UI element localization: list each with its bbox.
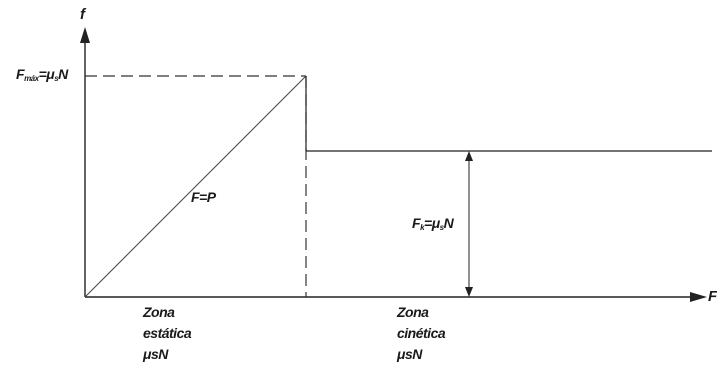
- x-axis-arrowhead: [690, 292, 707, 302]
- fk-arrowhead-bottom: [465, 287, 473, 297]
- static-friction-line: [84, 75, 307, 298]
- fk-label: Fk=μsN: [412, 215, 454, 232]
- fk-eq: =μ: [424, 215, 440, 231]
- y-axis-arrowhead: [80, 27, 90, 43]
- kinetic-zone-line2: cinética: [397, 325, 446, 341]
- fmax-prefix: F: [16, 66, 25, 82]
- static-zone-line3: μsN: [143, 346, 168, 362]
- y-axis-label: f: [80, 6, 85, 23]
- fk-suffix: N: [443, 215, 454, 231]
- static-zone-line2: estática: [143, 325, 192, 341]
- fmax-sub2: s: [54, 74, 59, 83]
- x-axis-label: F: [708, 288, 717, 305]
- fk-sub2: s: [439, 223, 444, 232]
- kinetic-zone-line3: μsN: [397, 346, 422, 362]
- fmax-suffix: N: [58, 66, 68, 82]
- fmax-label: Fmáx=μsN: [16, 66, 68, 83]
- static-zone-line1: Zona: [143, 304, 175, 320]
- kinetic-zone-line1: Zona: [397, 304, 429, 320]
- applied-force-label: F=P: [191, 189, 216, 205]
- fk-arrowhead-top: [465, 151, 473, 161]
- fk-prefix: F: [412, 215, 421, 231]
- fk-sub: k: [420, 223, 425, 232]
- fmax-sub: máx: [24, 74, 39, 83]
- fmax-eq: =μ: [38, 66, 55, 82]
